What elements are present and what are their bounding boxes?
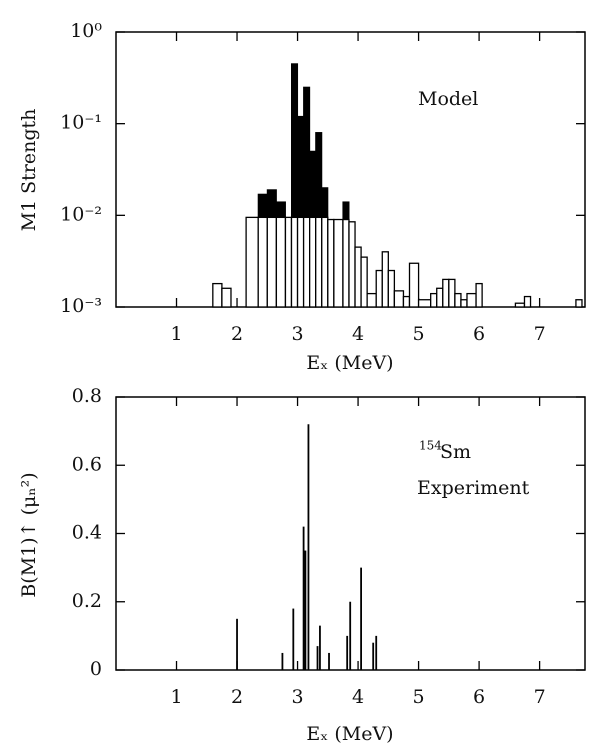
histogram-bar [430,292,438,308]
histogram-bar [475,282,483,308]
histogram-bar [309,216,317,308]
x-tick-label: 4 [352,323,364,345]
x-tick-label: 5 [413,323,425,345]
annotation-element: Sm [440,441,471,463]
histogram-bar [417,299,432,308]
histogram-bar [381,251,389,308]
y-tick-label: 0.8 [72,385,102,407]
histogram-bar [375,269,383,308]
histogram-bar [442,278,450,308]
x-tick-label: 3 [292,323,304,345]
histogram-bar [315,216,323,308]
histogram-bar [402,295,411,308]
histogram-bar [408,262,420,308]
y-axis-label: M1 Strength [18,109,40,232]
histogram-bar [514,302,526,308]
x-tick-label: 1 [170,323,182,345]
histogram-bar [360,256,368,308]
filled-bar [297,115,305,218]
x-tick-label: 6 [473,323,485,345]
y-tick-label: 10⁻² [60,203,102,225]
histogram-bar [466,292,477,308]
histogram-bar [393,290,405,308]
histogram-bar [296,216,305,308]
y-tick-label: 0.6 [72,453,102,475]
y-tick-label: 0.4 [72,522,102,544]
y-tick-label: 10⁻¹ [60,112,102,134]
x-tick-label: 6 [473,686,485,708]
histogram-bar [366,292,377,308]
histogram-bar [290,216,299,308]
histogram-bar [348,221,356,308]
histogram-bar [266,216,278,308]
filled-bar [290,63,299,218]
histogram-bar [327,218,335,308]
histogram-bar [460,299,468,308]
x-tick-label: 4 [352,686,364,708]
histogram-bar [454,292,462,308]
x-tick-label: 7 [534,323,546,345]
histogram-bar [333,218,344,308]
x-tick-label: 3 [292,686,304,708]
histogram-bar [257,216,268,308]
histogram-bar [245,216,259,308]
x-tick-label: 1 [170,686,182,708]
histogram-bar [342,218,350,308]
x-tick-label: 7 [534,686,546,708]
x-axis-label: Eₓ (MeV) [306,723,393,745]
filled-bar [309,150,317,218]
y-tick-label: 10⁰ [70,20,102,42]
histogram-bar [302,216,311,308]
filled-bar [275,201,286,218]
histogram-bar [448,278,456,308]
annotation-mass: 154 [419,439,442,453]
histogram-bar [284,216,293,308]
y-tick-label: 0.2 [72,590,102,612]
x-axis-label: Eₓ (MeV) [306,352,393,374]
histogram-bar [523,295,532,308]
y-tick-label: 0 [90,658,102,680]
filled-bar [321,187,329,218]
filled-bar [266,189,277,218]
x-tick-label: 2 [231,323,243,345]
filled-bar [315,132,323,218]
filled-bar [257,193,268,218]
histogram-bar [575,299,583,308]
histogram-bar [212,282,223,308]
histogram-bar [221,287,232,308]
annotation: Experiment [417,477,530,499]
histogram-bar [436,287,444,308]
y-tick-label: 10⁻³ [60,295,102,317]
y-axis-label: B(M1)↑ (μₙ²) [18,472,40,597]
x-tick-label: 2 [231,686,243,708]
x-tick-label: 5 [413,686,425,708]
histogram-bar [354,246,362,308]
filled-bar [342,201,350,221]
histogram-bar [275,216,287,308]
annotation: Model [418,88,478,110]
histogram-bar [321,216,329,308]
filled-bar [303,86,311,218]
histogram-bar [387,269,396,308]
